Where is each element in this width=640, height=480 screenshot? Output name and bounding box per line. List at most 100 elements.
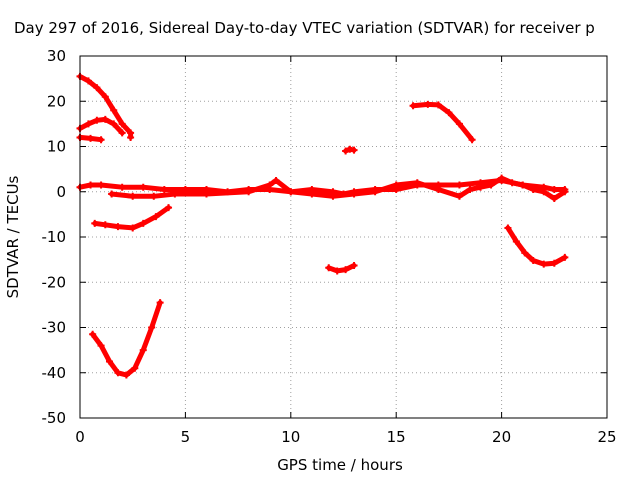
plot-frame bbox=[79, 55, 608, 419]
series-line bbox=[90, 300, 163, 378]
data-point bbox=[156, 299, 164, 307]
data-point bbox=[110, 106, 118, 114]
data-point bbox=[152, 213, 160, 221]
data-point bbox=[118, 129, 126, 137]
data-point bbox=[413, 179, 421, 187]
x-axis-label: GPS time / hours bbox=[277, 456, 403, 474]
data-point bbox=[350, 190, 358, 198]
data-point bbox=[131, 364, 139, 372]
data-point bbox=[97, 342, 105, 350]
data-series-arc-a bbox=[76, 72, 135, 141]
y-tick-label: 0 bbox=[56, 183, 66, 201]
data-series-arc-i bbox=[342, 145, 358, 155]
series-line bbox=[77, 73, 134, 140]
y-tick-label: -40 bbox=[42, 364, 67, 382]
data-point bbox=[127, 133, 135, 141]
data-point bbox=[84, 77, 92, 85]
x-tick-label: 20 bbox=[492, 428, 511, 446]
x-ticks: 0 5 10 15 20 25 bbox=[75, 56, 617, 446]
x-tick-label: 10 bbox=[281, 428, 300, 446]
data-point bbox=[540, 260, 548, 268]
data-point bbox=[540, 188, 548, 196]
data-point bbox=[342, 266, 350, 274]
data-point bbox=[202, 190, 210, 198]
data-point bbox=[91, 219, 99, 227]
data-point bbox=[160, 185, 168, 193]
data-point bbox=[498, 174, 506, 182]
data-point bbox=[350, 262, 358, 270]
data-series-arc-c bbox=[76, 133, 105, 144]
data-series-arc-h bbox=[325, 262, 358, 275]
data-series-arc-b bbox=[76, 115, 126, 137]
data-point bbox=[84, 120, 92, 128]
x-tick-label: 5 bbox=[181, 428, 191, 446]
data-point bbox=[455, 181, 463, 189]
x-tick-label: 15 bbox=[387, 428, 406, 446]
data-point bbox=[308, 190, 316, 198]
data-marks bbox=[76, 72, 569, 379]
data-point bbox=[129, 192, 137, 200]
data-point bbox=[106, 357, 114, 365]
data-point bbox=[508, 179, 516, 187]
y-tick-label: 30 bbox=[47, 47, 66, 65]
y-tick-label: 20 bbox=[47, 92, 66, 110]
data-point bbox=[504, 224, 512, 232]
y-tick-label: 10 bbox=[47, 138, 66, 156]
data-point bbox=[101, 115, 109, 123]
data-point bbox=[455, 120, 463, 128]
data-point bbox=[129, 224, 137, 232]
data-series-arc-e bbox=[108, 174, 569, 203]
y-tick-label: -10 bbox=[42, 228, 67, 246]
data-point bbox=[550, 185, 558, 193]
data-point bbox=[150, 192, 158, 200]
data-point bbox=[561, 188, 569, 196]
data-point bbox=[272, 176, 280, 184]
chart-title: Day 297 of 2016, Sidereal Day-to-day VTE… bbox=[14, 19, 595, 37]
data-point bbox=[245, 188, 253, 196]
data-point bbox=[561, 253, 569, 261]
data-point bbox=[521, 249, 529, 257]
data-point bbox=[118, 120, 126, 128]
data-series-arc-k bbox=[504, 224, 569, 268]
data-point bbox=[392, 181, 400, 189]
data-point bbox=[487, 181, 495, 189]
data-point bbox=[110, 120, 118, 128]
data-point bbox=[371, 188, 379, 196]
data-point bbox=[529, 257, 537, 265]
data-point bbox=[409, 102, 417, 110]
data-point bbox=[455, 192, 463, 200]
y-tick-label: -20 bbox=[42, 273, 67, 291]
y-tick-label: -50 bbox=[42, 409, 67, 427]
data-point bbox=[329, 192, 337, 200]
y-tick-label: -30 bbox=[42, 319, 67, 337]
data-series-arc-f bbox=[91, 204, 173, 232]
data-point bbox=[87, 181, 95, 189]
data-point bbox=[350, 146, 358, 154]
data-point bbox=[466, 185, 474, 193]
series-line bbox=[505, 225, 568, 267]
data-point bbox=[342, 147, 350, 155]
grid bbox=[80, 56, 607, 418]
y-ticks: 30 20 10 0 -10 -20 -30 -40 -50 bbox=[42, 47, 607, 427]
series-line bbox=[410, 101, 475, 143]
data-series-arc-g bbox=[89, 299, 164, 379]
data-point bbox=[519, 181, 527, 189]
data-point bbox=[171, 190, 179, 198]
x-tick-label: 0 bbox=[75, 428, 85, 446]
data-point bbox=[114, 369, 122, 377]
data-point bbox=[333, 267, 341, 275]
data-point bbox=[101, 93, 109, 101]
data-point bbox=[424, 100, 432, 108]
y-axis-label: SDTVAR / TECUs bbox=[4, 175, 22, 298]
data-point bbox=[108, 190, 116, 198]
data-series-arc-j bbox=[409, 100, 476, 144]
data-point bbox=[89, 330, 97, 338]
data-point bbox=[445, 109, 453, 117]
data-point bbox=[139, 183, 147, 191]
data-point bbox=[477, 183, 485, 191]
data-point bbox=[93, 116, 101, 124]
data-point bbox=[325, 264, 333, 272]
data-point bbox=[266, 181, 274, 189]
data-point bbox=[139, 346, 147, 354]
